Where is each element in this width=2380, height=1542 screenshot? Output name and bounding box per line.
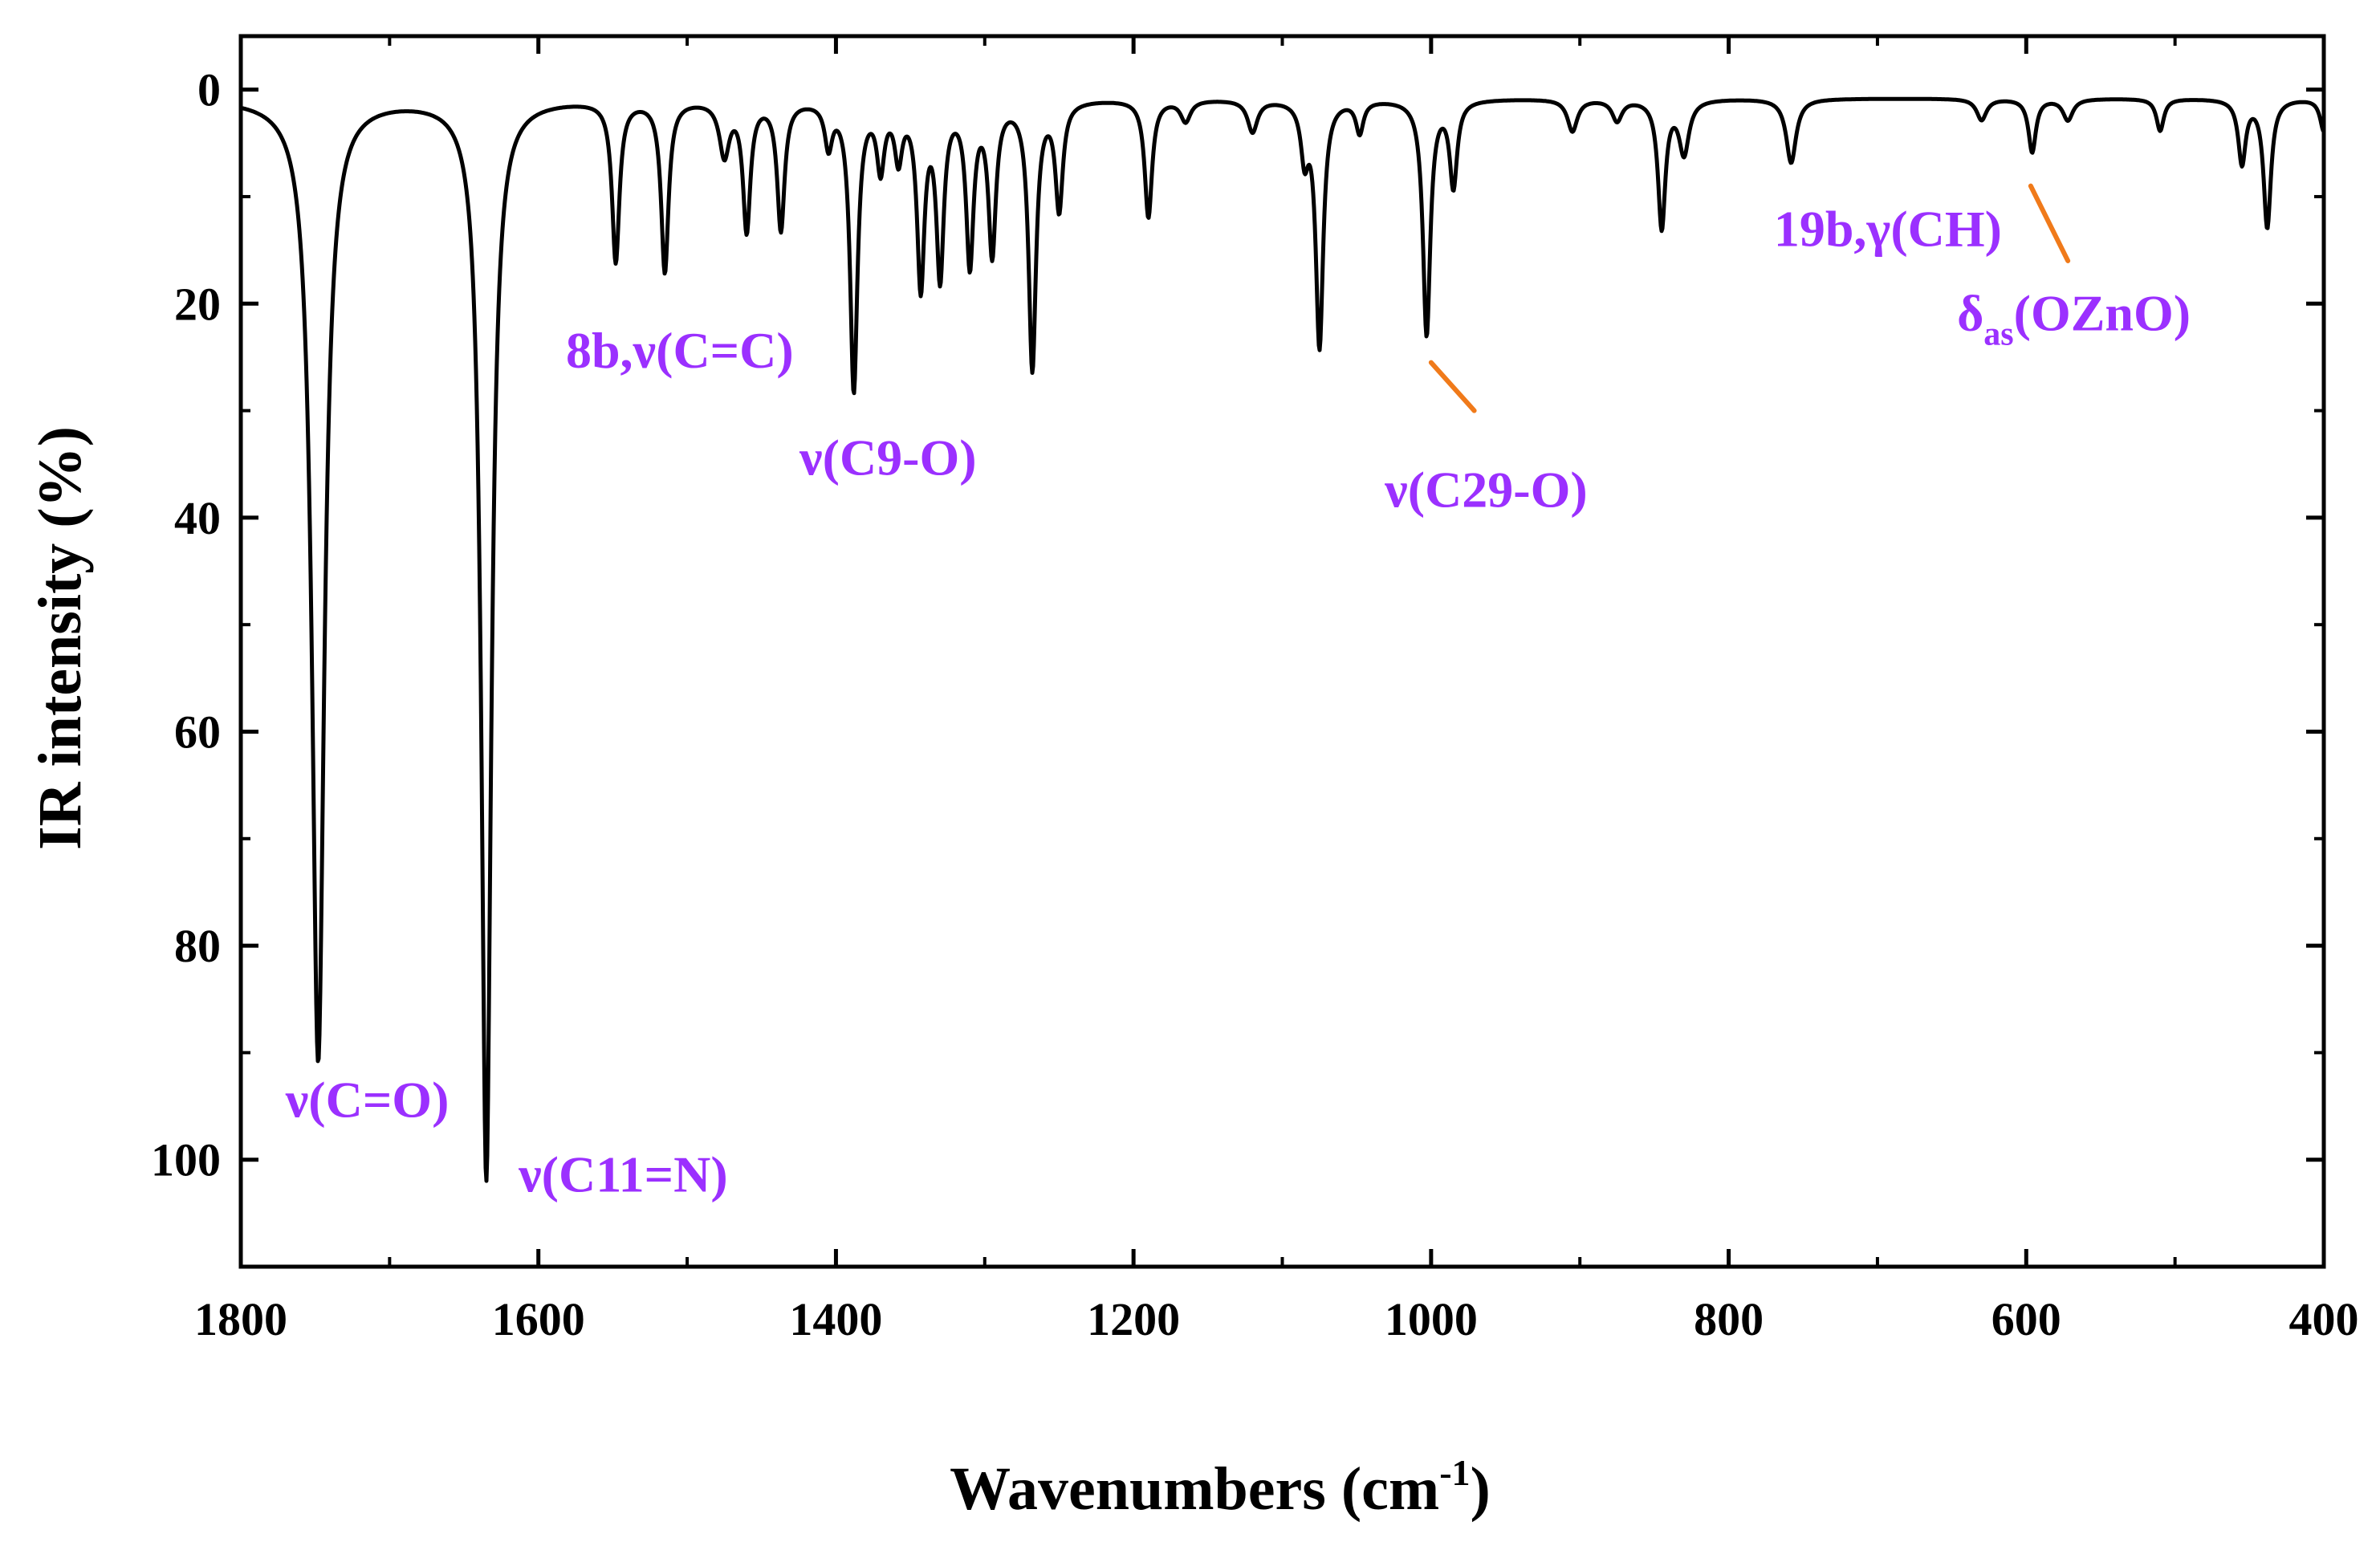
x-tick-label: 1000 bbox=[1385, 1293, 1478, 1345]
peak-annotations: ν(C=O) ν(C11=N) 8b,ν(C=C)ν(C9-O) ν(C29-O) 19… bbox=[285, 200, 2191, 1202]
x-tick-label: 800 bbox=[1694, 1293, 1764, 1345]
peak-annotation: ν(C9-O) bbox=[799, 429, 977, 486]
y-tick-label: 0 bbox=[197, 64, 221, 116]
x-axis-title: Wavenumbers (cm-1) bbox=[950, 1452, 1491, 1523]
annotation-pointers bbox=[1428, 183, 2071, 413]
y-tick-label: 80 bbox=[174, 920, 221, 972]
peak-annotation: ν(C=O) bbox=[285, 1071, 450, 1128]
y-axis: 0 20 40 60 80 100 bbox=[151, 64, 2324, 1268]
peak-annotation: δas(OZnO) bbox=[1957, 285, 2191, 353]
x-tick-label: 600 bbox=[1991, 1293, 2061, 1345]
peak-annotation: ν(C11=N) bbox=[518, 1146, 728, 1203]
x-tick-label: 1400 bbox=[789, 1293, 882, 1345]
x-axis: 1800 1600 1400 1200 1000 800 600 400 bbox=[194, 36, 2359, 1345]
annotation-pointer bbox=[2028, 183, 2071, 263]
y-axis-title: IR intensity (%) bbox=[26, 426, 94, 850]
y-tick-label: 20 bbox=[174, 278, 221, 330]
x-tick-label: 1200 bbox=[1087, 1293, 1180, 1345]
y-tick-label: 60 bbox=[174, 706, 221, 758]
y-tick-label: 100 bbox=[151, 1134, 221, 1186]
x-tick-label: 1800 bbox=[194, 1293, 287, 1345]
annotation-pointer bbox=[1428, 360, 1477, 413]
x-tick-label: 400 bbox=[2289, 1293, 2359, 1345]
spectrum-line bbox=[239, 96, 2325, 1183]
x-tick-label: 1600 bbox=[492, 1293, 585, 1345]
x-axis-title-superscript: -1 bbox=[1439, 1452, 1470, 1493]
y-tick-label: 40 bbox=[174, 492, 221, 544]
peak-annotation: ν(C29-O) bbox=[1384, 462, 1588, 519]
peak-annotation: 8b,ν(C=C) bbox=[566, 322, 794, 379]
peak-annotation: 19b,γ(CH) bbox=[1774, 200, 2002, 257]
